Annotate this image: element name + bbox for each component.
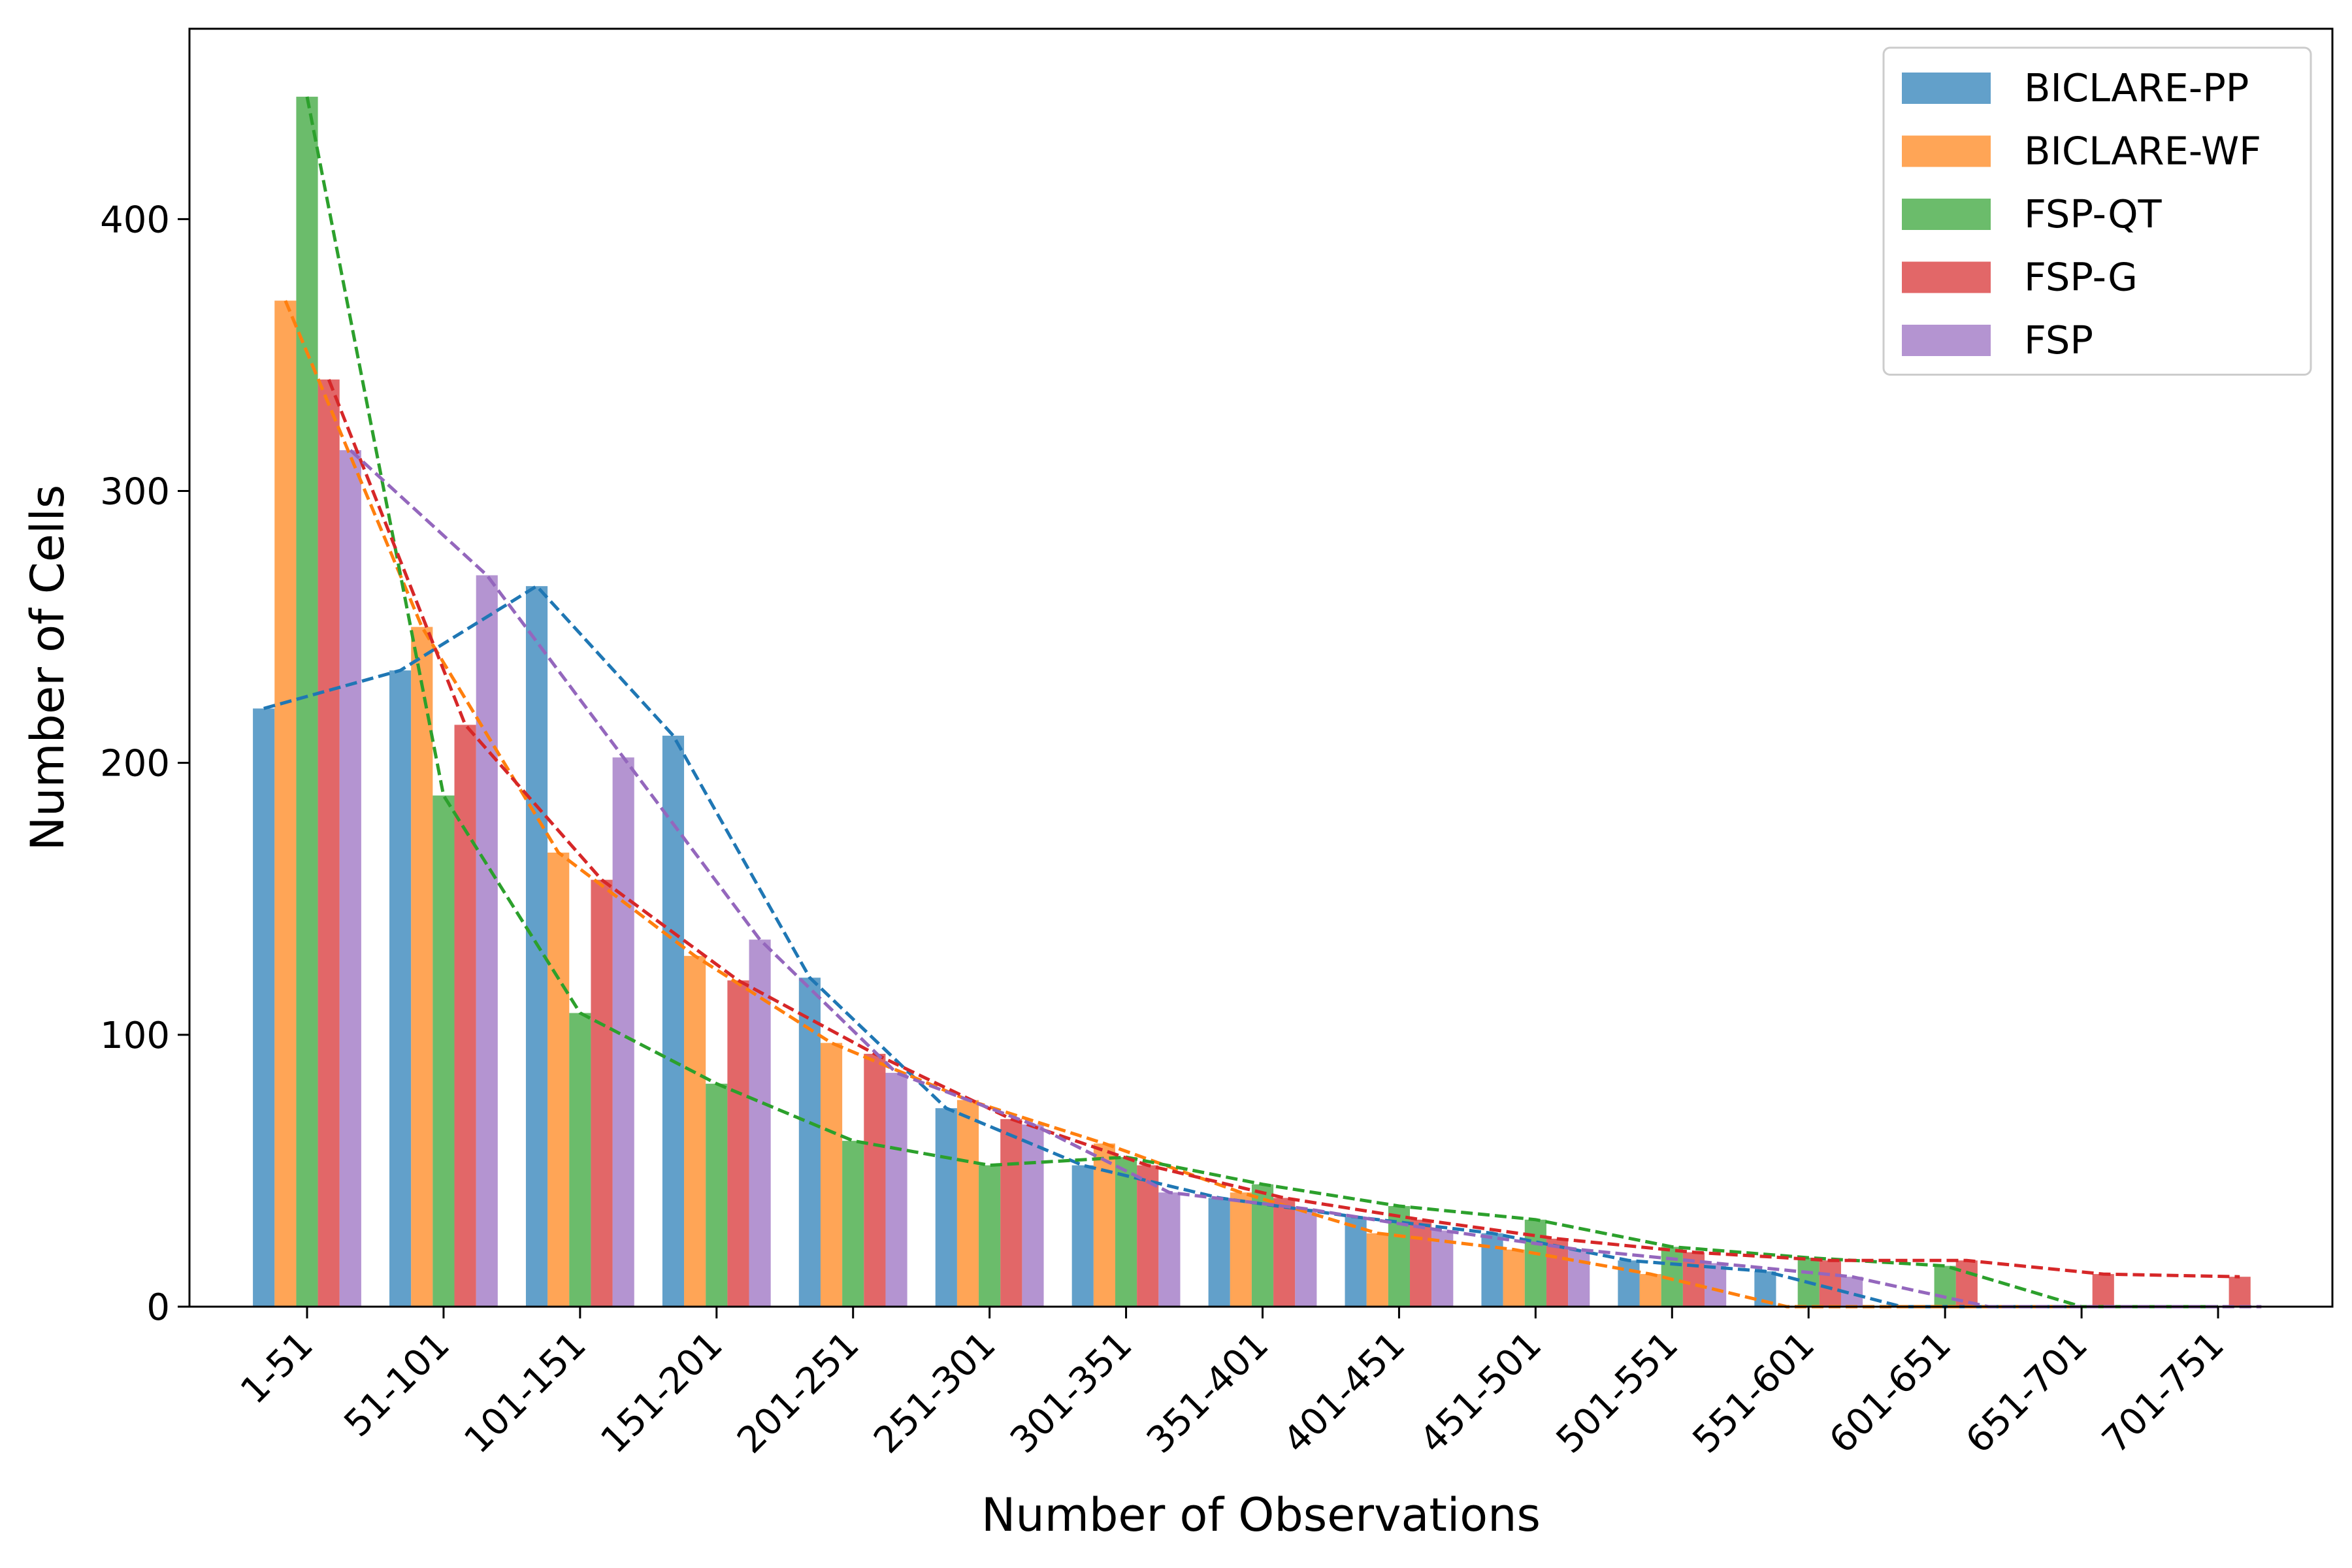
legend: BICLARE-PP BICLARE-WF FSP-QT FSP-G FSP [1882, 46, 2312, 376]
trend-line-biclare-wf [284, 300, 2197, 1309]
bar-biclare-pp-9 [1481, 1233, 1503, 1307]
bar-biclare-pp-0 [253, 708, 275, 1307]
x-tick-label: 201-251 [729, 1324, 867, 1462]
y-axis-label: Number of Cells [21, 485, 74, 851]
y-axis-ticks: 0 100 200 300 400 [100, 199, 189, 1329]
bar-fsp-10 [1705, 1263, 1727, 1307]
x-tick-label: 651-701 [1958, 1324, 2096, 1462]
y-tick-label: 300 [100, 470, 170, 513]
bar-fsp-g-11 [1819, 1260, 1841, 1307]
bar-fsp-qt-12 [1934, 1266, 1956, 1307]
x-tick-label: 51-101 [336, 1324, 458, 1445]
x-axis-label: Number of Observations [981, 1488, 1541, 1542]
bar-biclare-wf-1 [411, 627, 433, 1307]
bar-fsp-9 [1568, 1249, 1590, 1307]
legend-swatch [1902, 135, 1991, 167]
y-tick-label: 200 [100, 743, 170, 785]
bar-fsp-g-4 [864, 1053, 886, 1307]
bar-fsp-g-13 [2092, 1274, 2114, 1307]
bar-fsp-g-1 [454, 725, 476, 1307]
x-tick-label: 551-601 [1685, 1324, 1823, 1462]
legend-swatch [1902, 199, 1991, 230]
bar-fsp-5 [1022, 1124, 1044, 1307]
bar-fsp-g-14 [2229, 1277, 2251, 1307]
legend-swatch [1902, 325, 1991, 356]
legend-swatch [1902, 261, 1991, 293]
bar-biclare-pp-1 [389, 670, 412, 1307]
trend-line-fsp [349, 449, 2262, 1309]
legend-swatch [1902, 73, 1991, 104]
bar-fsp-qt-0 [296, 97, 318, 1307]
bar-fsp-qt-3 [706, 1083, 728, 1307]
bar-fsp-1 [476, 575, 498, 1307]
x-tick-label: 151-201 [593, 1324, 730, 1462]
x-axis-ticks: 1-51 51-101101-151151-201201-251251-30130… [233, 1307, 2232, 1462]
bar-biclare-wf-0 [274, 301, 297, 1307]
legend-label: BICLARE-PP [2024, 65, 2249, 110]
x-tick-label: 451-501 [1412, 1324, 1550, 1462]
bar-fsp-g-0 [318, 379, 340, 1307]
bar-biclare-wf-2 [547, 852, 570, 1307]
x-tick-label: 601-651 [1821, 1324, 1959, 1462]
trend-line-fsp-g [327, 378, 2240, 1279]
x-tick-label: 501-551 [1548, 1324, 1686, 1462]
bar-biclare-pp-4 [798, 977, 821, 1307]
bar-fsp-g-7 [1273, 1198, 1296, 1307]
bar-fsp-0 [339, 450, 361, 1307]
y-tick-label: 100 [100, 1015, 170, 1057]
bar-biclare-pp-6 [1071, 1165, 1094, 1307]
x-tick-label: 251-301 [866, 1324, 1004, 1462]
bar-biclare-pp-3 [662, 736, 685, 1307]
bar-biclare-wf-8 [1366, 1233, 1388, 1307]
bar-fsp-6 [1158, 1192, 1181, 1307]
bar-fsp-g-5 [1000, 1119, 1022, 1307]
legend-label: BICLARE-WF [2024, 129, 2261, 174]
legend-label: FSP [2024, 318, 2093, 363]
bar-fsp-qt-5 [979, 1165, 1001, 1307]
x-tick-label: 401-451 [1275, 1324, 1413, 1462]
x-tick-label: 351-401 [1139, 1324, 1277, 1462]
bar-fsp-g-3 [727, 980, 749, 1307]
bar-biclare-wf-9 [1503, 1249, 1525, 1307]
bar-fsp-qt-9 [1524, 1219, 1546, 1307]
bar-fsp-7 [1295, 1209, 1317, 1307]
bar-fsp-g-2 [591, 879, 613, 1307]
bar-biclare-wf-5 [956, 1100, 979, 1307]
bar-biclare-pp-8 [1345, 1217, 1367, 1307]
bar-fsp-3 [749, 939, 771, 1307]
trend-line-fsp-qt [305, 96, 2218, 1309]
trend-lines-layer [263, 96, 2262, 1309]
x-tick-label: 1-51 [233, 1324, 321, 1413]
legend-label: FSP-QT [2024, 191, 2163, 237]
bar-biclare-wf-4 [820, 1043, 843, 1307]
y-tick-label: 0 [146, 1286, 170, 1329]
bar-biclare-wf-3 [684, 956, 706, 1307]
bar-biclare-pp-7 [1208, 1198, 1230, 1307]
bar-biclare-wf-6 [1093, 1143, 1115, 1307]
plot-frame [188, 27, 2334, 1308]
bar-biclare-pp-5 [935, 1108, 957, 1307]
y-tick-label: 400 [100, 199, 170, 241]
bar-fsp-qt-1 [433, 795, 455, 1307]
x-tick-label: 301-351 [1002, 1324, 1140, 1462]
bar-fsp-4 [885, 1073, 907, 1307]
bars-layer [253, 97, 2251, 1307]
bar-fsp-g-8 [1410, 1219, 1432, 1307]
bar-fsp-qt-2 [569, 1013, 591, 1307]
x-tick-label: 101-151 [456, 1324, 594, 1462]
bar-biclare-wf-7 [1230, 1192, 1252, 1307]
legend-label: FSP-G [2024, 255, 2138, 300]
bar-fsp-g-9 [1546, 1238, 1569, 1307]
x-tick-label: 701-751 [2094, 1324, 2232, 1462]
bar-fsp-g-6 [1137, 1165, 1159, 1307]
bar-biclare-wf-10 [1639, 1274, 1661, 1307]
bar-fsp-qt-4 [842, 1141, 864, 1307]
bar-fsp-qt-6 [1115, 1157, 1137, 1307]
